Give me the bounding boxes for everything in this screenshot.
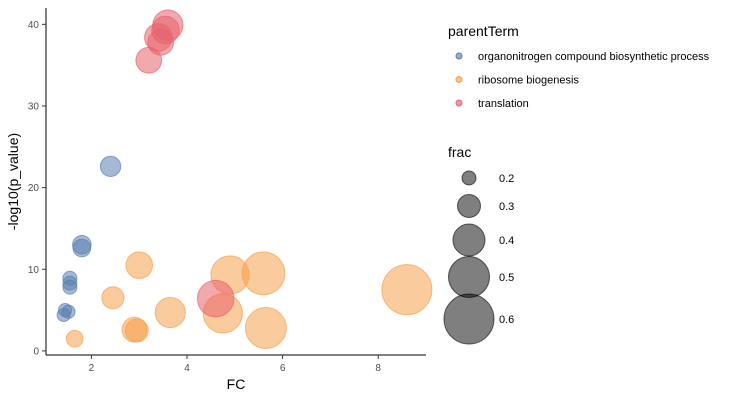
y-axis-ticks: 0 10 20 30 40 bbox=[28, 20, 46, 357]
size-legend-title: frac bbox=[448, 144, 471, 160]
data-point bbox=[124, 318, 149, 343]
data-point bbox=[101, 286, 125, 310]
axes: 2 4 6 8 0 10 20 30 40 FC -log10(p_value) bbox=[5, 8, 426, 392]
data-point bbox=[196, 279, 235, 318]
size-legend-key bbox=[457, 194, 481, 218]
size-legend-items: 0.2 0.3 0.4 0.5 0.6 bbox=[443, 170, 514, 345]
y-axis-label: -log10(p_value) bbox=[5, 133, 21, 230]
color-legend-key bbox=[455, 76, 463, 83]
data-point bbox=[125, 251, 154, 279]
size-legend-label: 0.3 bbox=[499, 201, 514, 213]
x-tick-label: 8 bbox=[375, 363, 381, 374]
y-tick-label: 40 bbox=[28, 20, 40, 31]
x-axis-label: FC bbox=[227, 376, 246, 392]
y-tick-label: 10 bbox=[28, 265, 40, 276]
color-legend: parentTerm organonitrogen compound biosy… bbox=[448, 23, 710, 110]
y-tick-label: 30 bbox=[28, 101, 40, 112]
size-legend-key bbox=[443, 293, 495, 345]
data-point bbox=[381, 264, 433, 316]
size-legend-label: 0.5 bbox=[499, 272, 514, 284]
data-point bbox=[65, 329, 84, 348]
size-legend-label: 0.4 bbox=[499, 235, 514, 247]
color-legend-label: ribosome biogenesis bbox=[478, 75, 579, 87]
size-legend-label: 0.6 bbox=[499, 314, 514, 326]
x-tick-label: 2 bbox=[89, 363, 95, 374]
color-legend-label: translation bbox=[478, 98, 529, 110]
data-point bbox=[56, 307, 71, 323]
data-point bbox=[62, 279, 78, 295]
size-legend-key bbox=[461, 170, 477, 186]
size-legend-key bbox=[448, 256, 490, 298]
plot-area bbox=[56, 9, 433, 350]
data-point bbox=[135, 46, 163, 74]
data-point bbox=[99, 155, 122, 178]
size-legend: frac 0.2 0.3 0.4 0.5 0.6 bbox=[443, 144, 514, 345]
x-axis-ticks: 2 4 6 8 bbox=[89, 355, 381, 374]
data-point bbox=[72, 238, 92, 258]
size-legend-key bbox=[452, 223, 486, 257]
x-tick-label: 6 bbox=[280, 363, 286, 374]
size-legend-label: 0.2 bbox=[499, 173, 514, 185]
data-point bbox=[244, 307, 287, 350]
y-tick-label: 20 bbox=[28, 183, 40, 194]
color-legend-key bbox=[455, 52, 463, 60]
color-legend-label: organonitrogen compound biosynthetic pro… bbox=[478, 51, 710, 63]
color-legend-title: parentTerm bbox=[448, 23, 519, 39]
data-point bbox=[154, 296, 186, 329]
color-legend-key bbox=[455, 99, 463, 107]
y-tick-label: 0 bbox=[33, 346, 39, 357]
x-tick-label: 4 bbox=[184, 363, 190, 374]
color-legend-items: organonitrogen compound biosynthetic pro… bbox=[455, 51, 710, 110]
